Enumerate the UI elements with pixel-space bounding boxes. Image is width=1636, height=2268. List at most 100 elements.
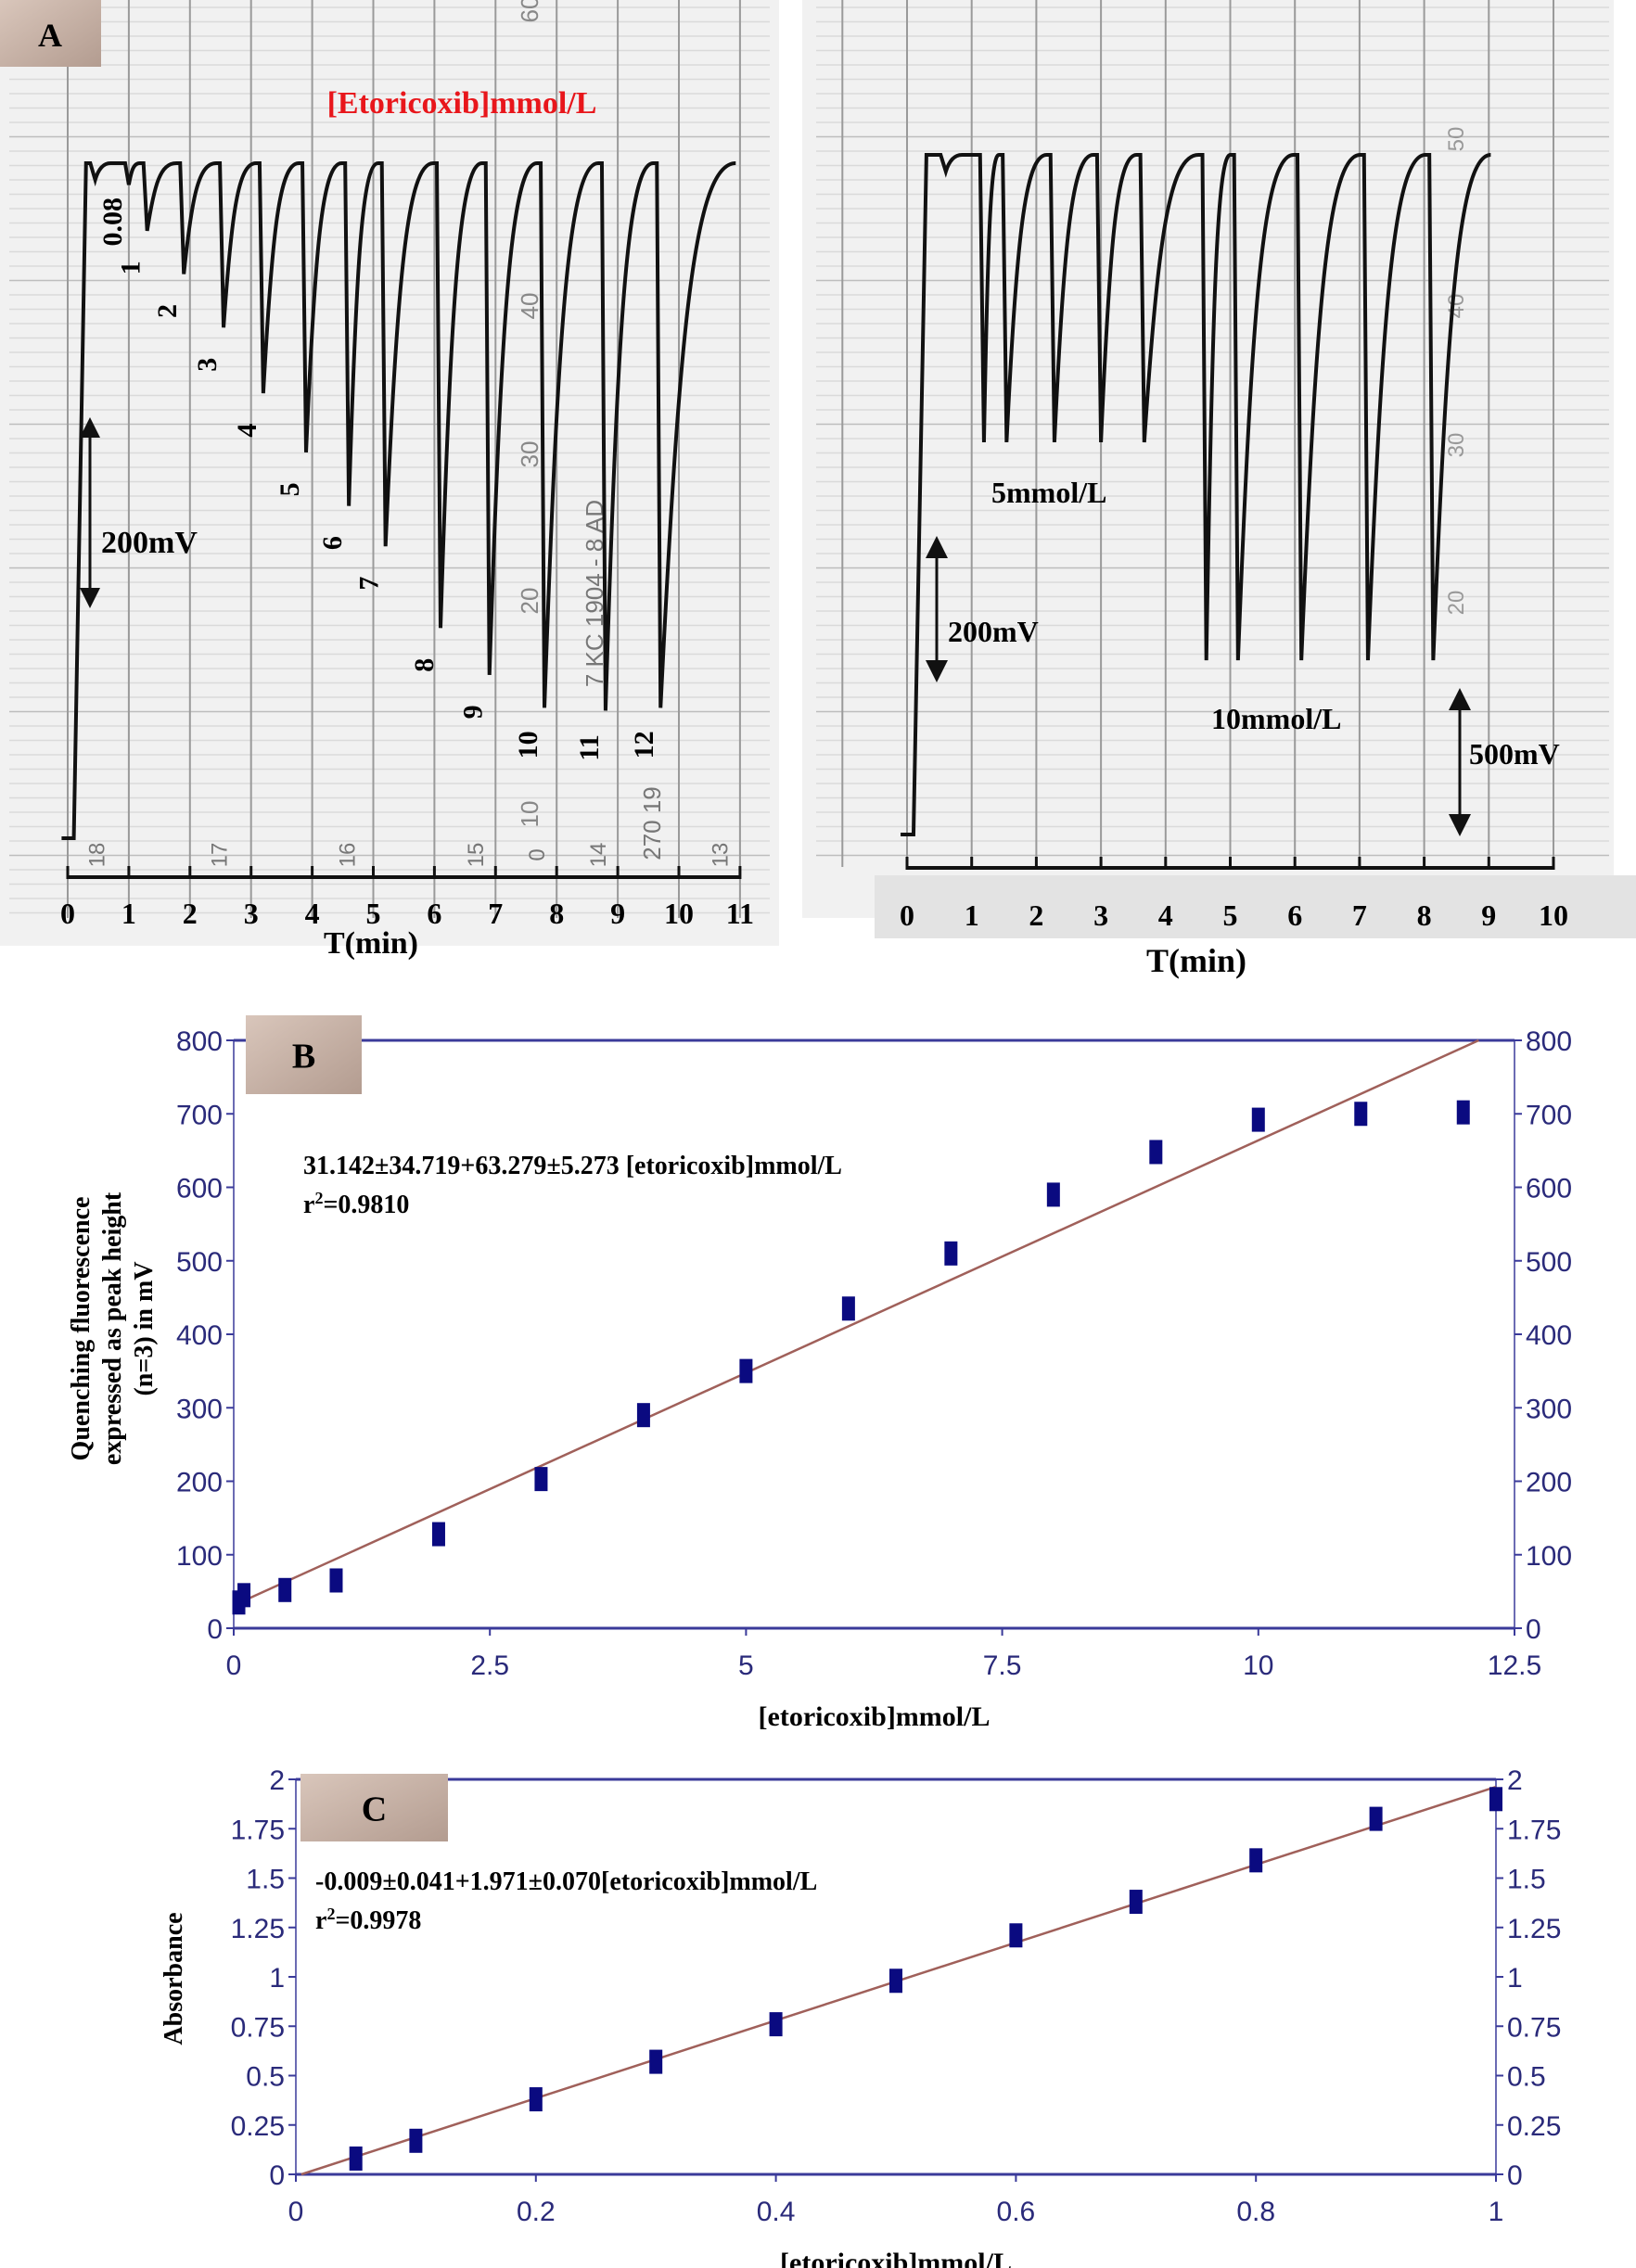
paper-mark: 20 [1444,591,1469,616]
x-tick-label: 2.5 [470,1650,509,1681]
y-tick-label-left: 600 [176,1174,223,1204]
panel-label: B [292,1038,315,1077]
data-point [1046,1182,1060,1207]
y-axis-label: (n=3) in mV [130,1261,159,1395]
data-point [649,2049,663,2074]
tick-band [875,875,1636,938]
y-tick-label-right: 100 [1526,1541,1572,1572]
y-tick-label-left: 300 [176,1394,223,1424]
tick-label: 9 [1481,898,1496,932]
x-tick-label: 0.6 [997,2197,1036,2227]
y-tick-label-left: 0 [269,2160,285,2191]
peak-label: 8 [409,658,440,672]
x-tick-label: 5 [738,1650,754,1681]
tick-label: 8 [1417,898,1432,932]
paper-mark: 14 [586,843,611,868]
x-axis-label: T(min) [1146,942,1246,979]
y-axis-label: expressed as peak height [98,1191,127,1465]
y-tick-label-right: 0 [1526,1614,1541,1645]
data-point [739,1358,753,1383]
y-tick-label-right: 600 [1526,1174,1572,1204]
y-axis-label: Quenching fluorescence [67,1197,96,1461]
r-squared: r2=0.9810 [303,1189,409,1219]
group-label-10mmol: 10mmol/L [1211,702,1341,735]
tick-label: 10 [1539,898,1568,932]
y-tick-label-right: 700 [1526,1100,1572,1130]
data-point [329,1568,343,1593]
data-point [349,2146,363,2171]
arrow-down-icon [1449,814,1471,836]
arrow-up-icon [926,536,948,558]
data-point [409,2128,423,2153]
paper-mark: 17 [207,843,232,868]
time-ticks: 0 1 2 3 4 5 6 7 8 9 10 [900,857,1568,932]
x-tick-label: 10 [1243,1650,1273,1681]
data-point [1129,1890,1143,1915]
y-tick-label-right: 400 [1526,1320,1572,1351]
y-tick-label-right: 1.5 [1507,1865,1546,1895]
y-tick-label-right: 2 [1507,1765,1523,1796]
y-tick-label-right: 1.25 [1507,1914,1561,1944]
paper-mark: 18 [85,843,110,868]
paper-mark: 30 [1444,433,1469,458]
y-tick-label-right: 500 [1526,1247,1572,1278]
tick-label: 11 [726,897,754,930]
y-tick-label-left: 200 [176,1468,223,1498]
data-point [1456,1100,1470,1125]
x-tick-label: 12.5 [1488,1650,1541,1681]
y-tick-label-right: 0.75 [1507,2012,1561,2043]
paper-mark: 40 [1444,294,1469,319]
peak-label: 3 [192,358,223,372]
paper-mark: 20 [516,588,543,615]
y-tick-label-left: 0.75 [231,2012,285,2043]
x-tick-label: 0.4 [757,2197,796,2227]
y-tick-label-left: 0 [207,1614,223,1645]
tick-label: 4 [305,897,320,930]
arrow-down-icon [80,588,100,608]
x-axis-label: T(min) [324,926,418,961]
peak-label: 9 [458,705,489,719]
data-point [534,1467,548,1492]
x-tick-label: 0 [226,1650,242,1681]
paper-mark: 50 [1444,127,1469,152]
scale-bar-200mv: 200mV [926,536,1039,682]
y-tick-label-left: 0.25 [231,2111,285,2142]
y-tick-label-left: 1.25 [231,1914,285,1944]
tick-label: 6 [1287,898,1302,932]
panel-a-right: 20 30 40 50 0 1 2 3 4 5 6 7 8 9 10 T(min) 5mmol/L 10m… [802,0,1636,979]
y-tick-label-left: 500 [176,1247,223,1278]
paper-mark: 16 [336,843,361,868]
paper-mark: 10 [516,801,543,828]
paper-mark: 40 [516,293,543,320]
y-tick-label-right: 0 [1507,2160,1523,2191]
data-point [636,1403,650,1428]
y-tick-label-right: 0.5 [1507,2062,1546,2093]
y-tick-label-left: 1.5 [246,1865,285,1895]
r-squared: r2=0.9978 [315,1905,421,1935]
y-tick-label-left: 100 [176,1541,223,1572]
paper-mark: 0 [525,848,550,860]
regression-line [233,1038,1479,1607]
y-tick-label-left: 2 [269,1765,285,1796]
peak-label: 1 [116,261,147,274]
arrow-up-icon [1449,688,1471,710]
tick-label: 7 [488,897,503,930]
x-tick-label: 1 [1489,2197,1504,2227]
scale-bar-label: 200mV [948,615,1039,648]
peak-label: 7 [354,577,385,591]
y-tick-label-right: 800 [1526,1026,1572,1057]
paper-mark: 13 [709,843,734,868]
panel-label-box [246,1015,362,1094]
tick-label: 2 [1029,898,1043,932]
chart-paper [802,0,1614,918]
tick-label: 10 [664,897,694,930]
paper-grid [9,0,770,918]
y-tick-label-left: 700 [176,1100,223,1130]
panel-label: C [362,1790,387,1829]
group-label-5mmol: 5mmol/L [991,476,1106,509]
peak-label: 12 [629,731,659,758]
y-tick-label-right: 200 [1526,1468,1572,1498]
